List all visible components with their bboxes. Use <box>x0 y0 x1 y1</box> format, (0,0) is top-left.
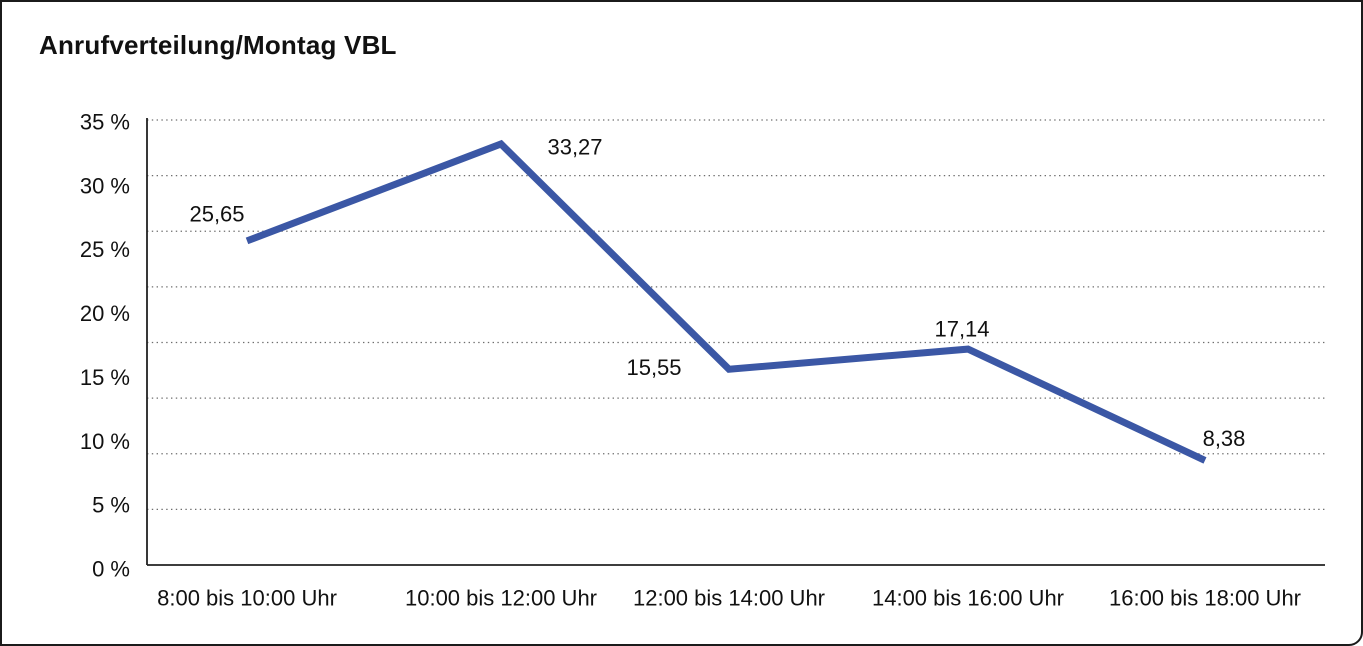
y-axis-tick-label: 25 % <box>80 237 130 262</box>
data-point-value-label: 17,14 <box>934 317 989 342</box>
y-axis-tick-label: 0 % <box>92 557 130 582</box>
data-point-value-label: 8,38 <box>1203 426 1246 451</box>
y-axis-tick-label: 35 % <box>80 110 130 135</box>
y-axis-tick-label: 30 % <box>80 173 130 198</box>
y-axis-tick-label: 15 % <box>80 365 130 390</box>
data-series-line <box>245 139 1207 464</box>
y-axis-tick-label: 10 % <box>80 429 130 454</box>
x-axis-category-label: 14:00 bis 16:00 Uhr <box>872 586 1064 611</box>
chart-title: Anrufverteilung/Montag VBL <box>39 30 397 60</box>
x-axis-category-label: 12:00 bis 14:00 Uhr <box>633 586 825 611</box>
x-axis-category-label: 8:00 bis 10:00 Uhr <box>157 586 337 611</box>
data-point-value-label: 33,27 <box>547 134 602 159</box>
data-point-value-label: 25,65 <box>189 201 244 226</box>
y-axis-tick-label: 5 % <box>92 493 130 518</box>
y-axis-tick-label: 20 % <box>80 301 130 326</box>
x-axis-category-label: 16:00 bis 18:00 Uhr <box>1109 586 1301 611</box>
data-point-value-label: 15,55 <box>626 355 681 380</box>
x-axis-category-label: 10:00 bis 12:00 Uhr <box>405 586 597 611</box>
